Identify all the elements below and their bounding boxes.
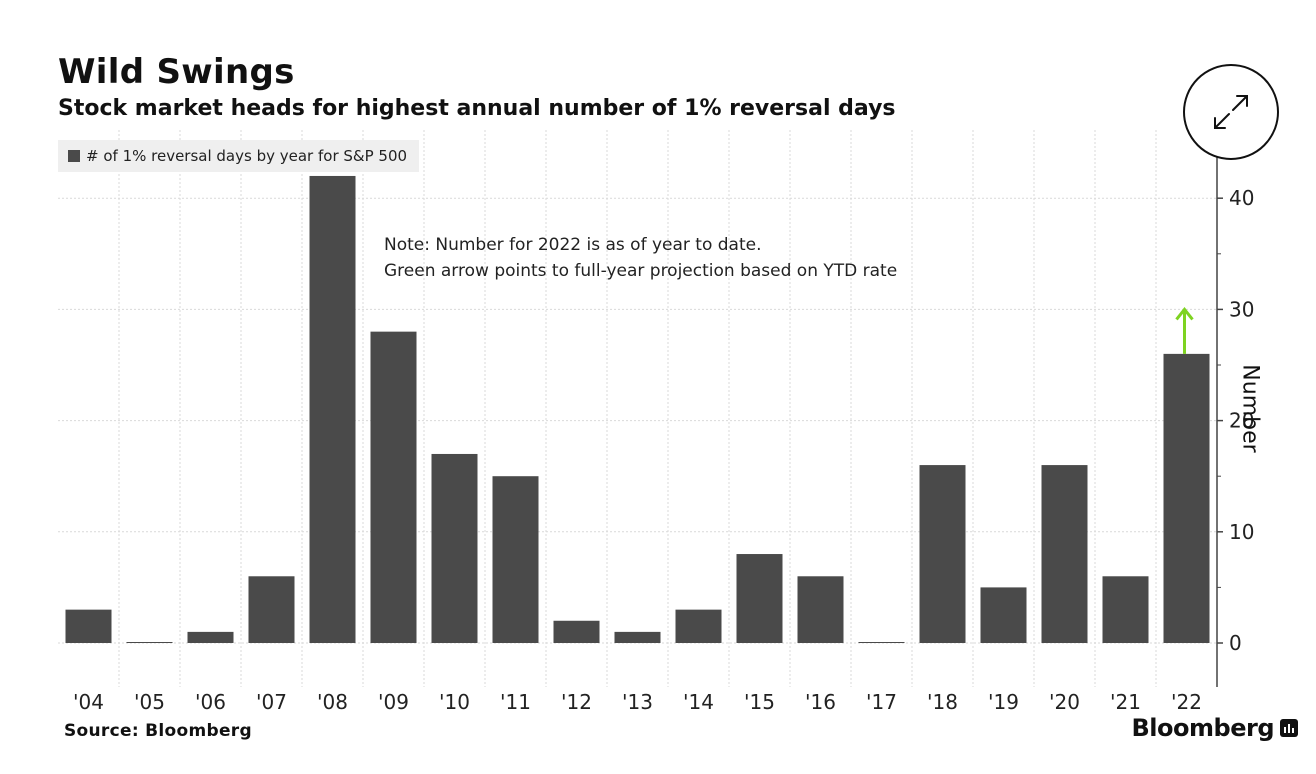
bar: [370, 331, 417, 643]
bar: [736, 554, 783, 643]
x-tick-label: '15: [744, 690, 775, 714]
bar: [309, 175, 356, 643]
expand-button[interactable]: [1183, 64, 1279, 160]
x-tick-label: '20: [1049, 690, 1080, 714]
bar: [980, 587, 1027, 643]
bar: [1041, 465, 1088, 643]
legend-swatch: [68, 150, 80, 162]
x-tick-label: '05: [134, 690, 165, 714]
bar: [1163, 353, 1210, 643]
x-tick-label: '14: [683, 690, 714, 714]
x-tick-label: '04: [73, 690, 104, 714]
bar: [919, 465, 966, 643]
bloomberg-icon: [1280, 719, 1298, 737]
bar: [675, 609, 722, 643]
x-tick-label: '17: [866, 690, 897, 714]
chart-subtitle: Stock market heads for highest annual nu…: [58, 96, 896, 121]
chart-note: Note: Number for 2022 is as of year to d…: [384, 232, 897, 284]
y-tick-label: 20: [1229, 409, 1254, 433]
x-tick-label: '18: [927, 690, 958, 714]
legend: # of 1% reversal days by year for S&P 50…: [58, 140, 420, 172]
x-tick-label: '22: [1171, 690, 1202, 714]
bar: [187, 631, 234, 643]
bar: [797, 576, 844, 643]
source-note: Source: Bloomberg: [64, 721, 252, 741]
bloomberg-logo: Bloomberg: [1132, 714, 1298, 742]
bar: [553, 620, 600, 643]
bar: [431, 453, 478, 643]
y-axis-title: Number: [1237, 364, 1263, 453]
note-line-2: Green arrow points to full-year projecti…: [384, 261, 898, 281]
bar: [248, 576, 295, 643]
expand-icon: [1214, 95, 1248, 129]
x-tick-label: '21: [1110, 690, 1141, 714]
bar: [1102, 576, 1149, 643]
x-tick-label: '11: [500, 690, 531, 714]
x-tick-label: '12: [561, 690, 592, 714]
legend-label: # of 1% reversal days by year for S&P 50…: [86, 147, 408, 165]
brand-label: Bloomberg: [1131, 714, 1275, 742]
bar: [614, 631, 661, 643]
bar: [65, 609, 112, 643]
x-tick-label: '07: [256, 690, 287, 714]
y-tick-label: 30: [1229, 297, 1254, 321]
x-tick-label: '06: [195, 690, 226, 714]
note-line-1: Note: Number for 2022 is as of year to d…: [384, 235, 762, 255]
chart-title: Wild Swings: [58, 52, 295, 92]
x-tick-label: '08: [317, 690, 348, 714]
projection-arrowhead: [1175, 306, 1194, 321]
bar: [858, 642, 905, 643]
bar: [492, 476, 539, 643]
y-tick-label: 40: [1229, 186, 1254, 210]
bar: [126, 642, 173, 643]
x-tick-label: '16: [805, 690, 836, 714]
x-tick-label: '10: [439, 690, 470, 714]
x-tick-label: '19: [988, 690, 1019, 714]
y-tick-label: 0: [1229, 631, 1242, 655]
x-tick-label: '09: [378, 690, 409, 714]
y-tick-label: 10: [1229, 520, 1254, 544]
x-tick-label: '13: [622, 690, 653, 714]
